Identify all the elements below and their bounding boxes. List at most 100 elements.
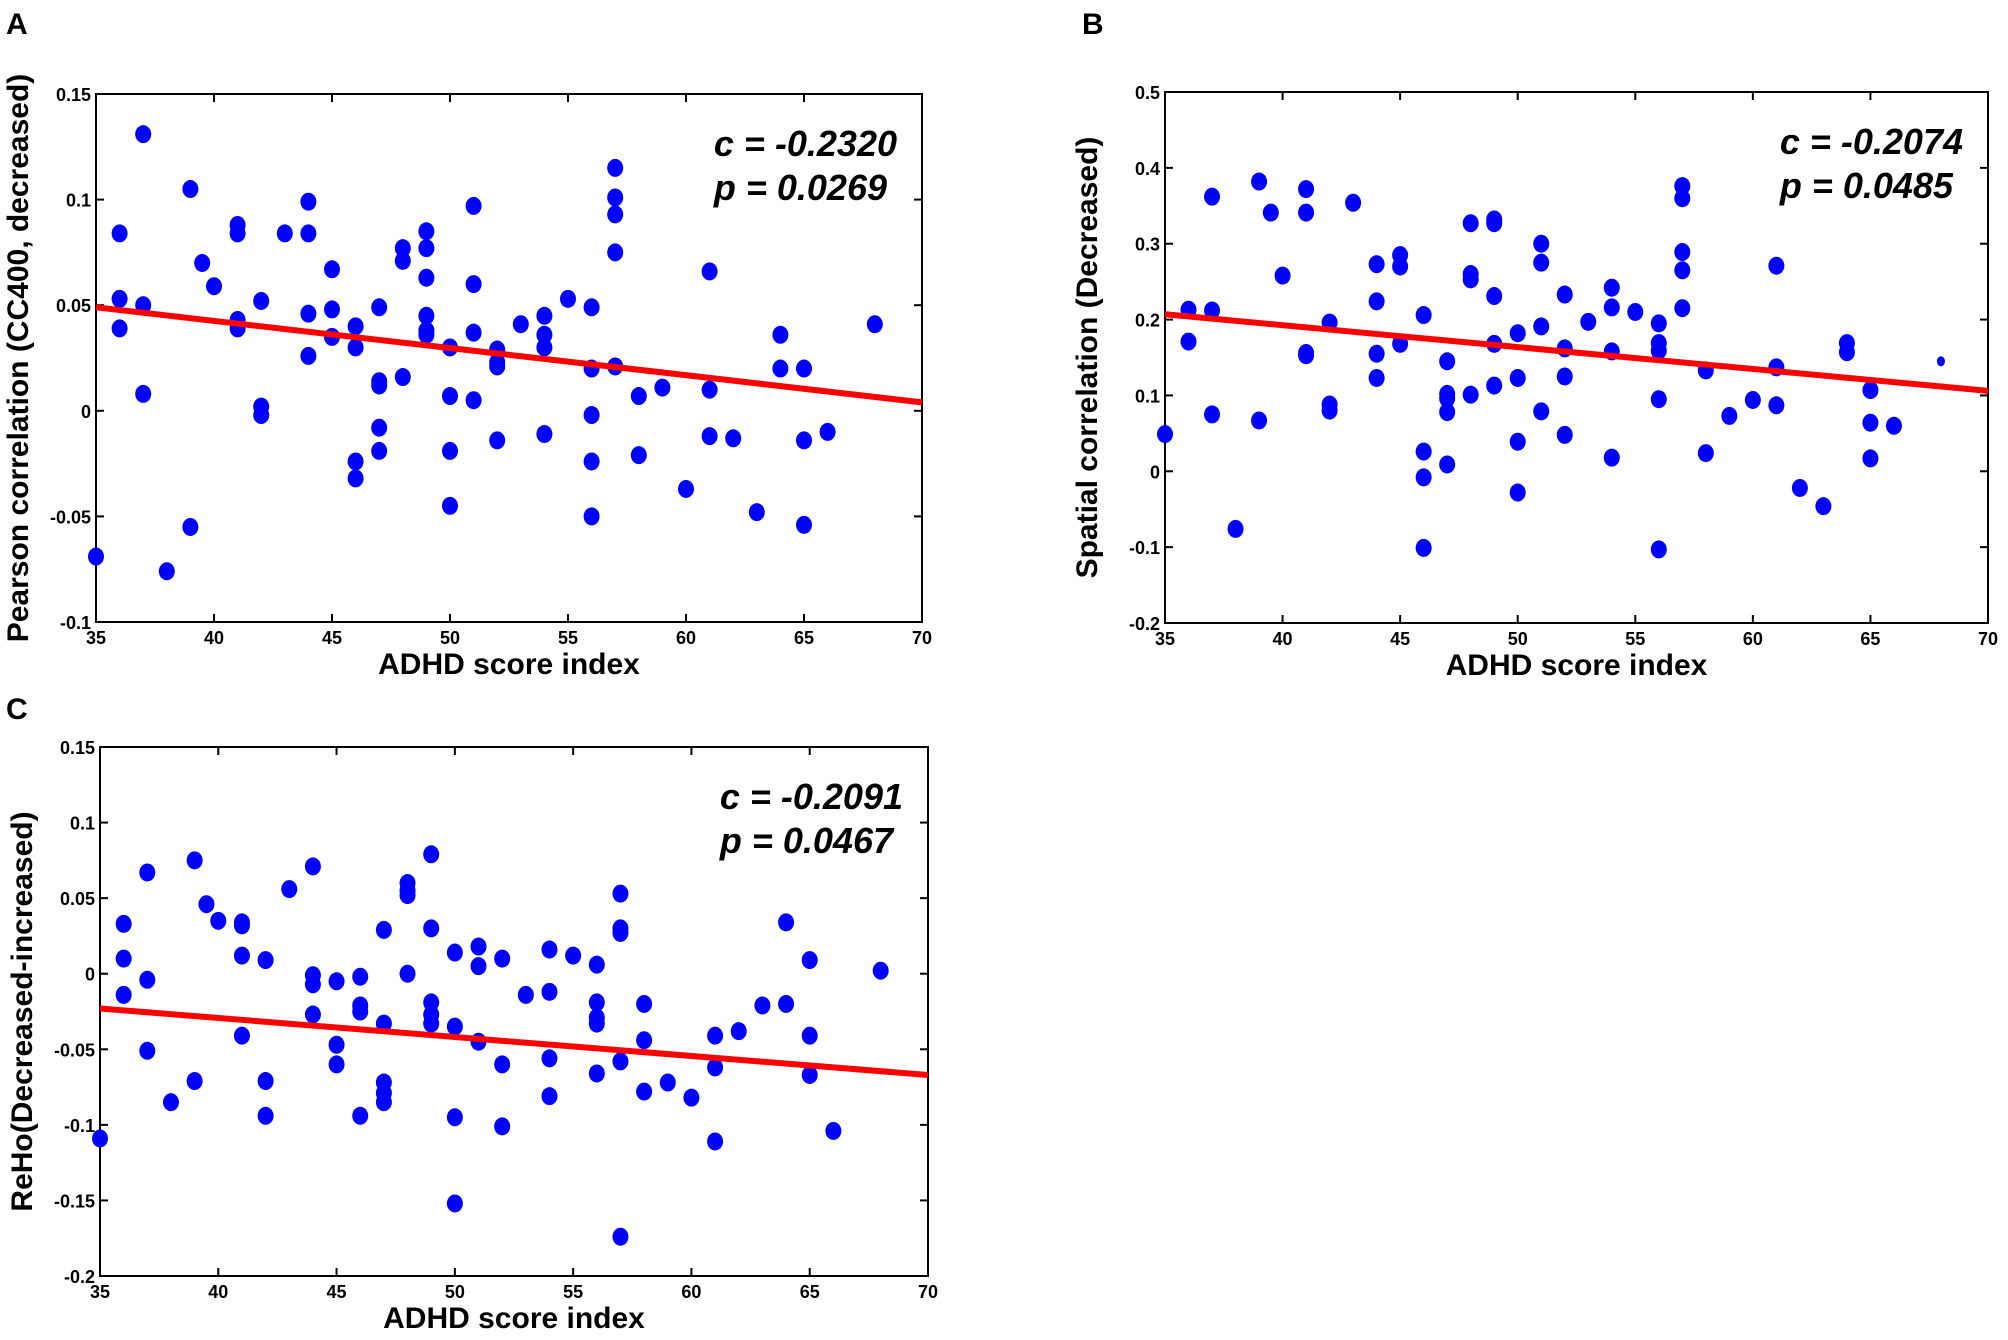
data-point xyxy=(1251,172,1268,191)
data-point xyxy=(612,1227,629,1246)
data-point xyxy=(630,387,647,406)
regression-line xyxy=(1164,311,1989,394)
data-point xyxy=(182,517,199,536)
y-tick-label: -0.1 xyxy=(1129,538,1160,558)
regression-line xyxy=(95,304,923,406)
data-point xyxy=(583,452,600,471)
data-point xyxy=(678,479,694,498)
data-point xyxy=(517,985,534,1004)
x-tick-label: 60 xyxy=(676,628,696,648)
panel-label: A xyxy=(6,8,28,41)
data-point xyxy=(1862,449,1879,468)
data-point xyxy=(1262,203,1279,222)
y-tick-label: 0.2 xyxy=(1135,311,1160,331)
data-point xyxy=(801,1026,818,1045)
data-point xyxy=(1650,390,1667,409)
data-point xyxy=(446,1108,463,1127)
data-point xyxy=(872,961,889,980)
data-point xyxy=(158,562,175,581)
data-point xyxy=(418,325,435,344)
data-point xyxy=(1697,444,1714,463)
data-point xyxy=(1674,299,1691,318)
scatter-panel-c: C 35 40 45 50 55 60 65 70 -0.2 -0.15 -0.1 -0.05 0 0.05… xyxy=(6,693,938,1335)
data-point xyxy=(565,946,582,965)
data-point xyxy=(560,289,576,308)
y-tick-label: 0.15 xyxy=(60,738,95,758)
scatter-panel-a: A 35 40 45 50 55 60 65 70 -0.1 -0.05 0 0.05 0.1 0.15 c … xyxy=(2,8,932,681)
data-point xyxy=(1650,540,1667,559)
data-point xyxy=(1768,396,1785,415)
data-point xyxy=(139,863,156,882)
data-point xyxy=(1603,298,1620,317)
x-tick-label: 55 xyxy=(563,1282,583,1302)
data-point xyxy=(328,972,345,991)
data-point xyxy=(612,884,629,903)
data-point xyxy=(1486,287,1503,306)
data-point xyxy=(1415,468,1432,487)
data-point xyxy=(470,937,487,956)
data-point xyxy=(328,1055,345,1074)
data-point xyxy=(1204,405,1221,424)
x-tick-label: 40 xyxy=(208,1282,228,1302)
data-point xyxy=(347,338,364,357)
data-point xyxy=(536,306,553,325)
data-point xyxy=(470,957,487,976)
data-point xyxy=(257,1106,274,1125)
data-point xyxy=(1298,203,1315,222)
y-tick-label: 0.5 xyxy=(1135,83,1160,103)
data-point xyxy=(1368,368,1385,387)
x-tick-label: 35 xyxy=(1155,629,1175,649)
y-axis-label: Pearson correlation (CC400, decreased) xyxy=(2,74,35,643)
data-point xyxy=(281,880,298,899)
x-tick-label: 35 xyxy=(86,628,106,648)
data-point xyxy=(825,1121,842,1140)
y-axis-label: Spatial correlation (Decreased) xyxy=(1071,137,1104,579)
x-axis-label: ADHD score index xyxy=(383,1302,645,1335)
data-point xyxy=(465,196,482,215)
data-point xyxy=(347,317,364,336)
y-tick-label: -0.05 xyxy=(54,1040,95,1060)
data-point xyxy=(352,1002,369,1021)
data-point xyxy=(494,1117,511,1136)
data-point xyxy=(707,1132,724,1151)
data-point xyxy=(489,357,506,376)
p-value: p = 0.0485 xyxy=(1779,165,1954,206)
panel-label: B xyxy=(1082,8,1104,41)
x-tick-label: 55 xyxy=(1625,629,1645,649)
data-point xyxy=(198,895,215,914)
data-point xyxy=(801,1065,818,1084)
data-point xyxy=(1815,497,1832,516)
data-point xyxy=(796,431,812,450)
data-point xyxy=(206,277,222,296)
data-point xyxy=(1768,256,1785,275)
x-tick-label: 50 xyxy=(440,628,460,648)
data-point xyxy=(536,338,553,357)
data-point xyxy=(371,298,388,317)
data-point xyxy=(375,920,392,939)
data-point xyxy=(115,914,132,933)
x-axis-label: ADHD score index xyxy=(1446,649,1708,682)
data-point xyxy=(446,1194,463,1213)
data-point xyxy=(1533,402,1550,421)
data-point xyxy=(92,1129,108,1148)
data-point xyxy=(194,253,211,272)
data-point xyxy=(607,158,624,177)
data-point xyxy=(257,951,274,970)
data-point xyxy=(1936,356,1945,367)
x-axis-label: ADHD score index xyxy=(378,648,640,681)
y-tick-label: 0 xyxy=(85,965,95,985)
data-point xyxy=(1580,312,1597,331)
y-tick-label: 0.15 xyxy=(56,85,91,105)
x-tick-label: 45 xyxy=(327,1282,347,1302)
data-point xyxy=(135,384,152,403)
y-axis-label: ReHo(Decreased-increased) xyxy=(6,811,39,1211)
data-point xyxy=(612,923,629,942)
data-point xyxy=(778,994,795,1013)
data-point xyxy=(1439,403,1456,422)
data-point xyxy=(253,406,270,425)
data-point xyxy=(636,994,653,1013)
data-point xyxy=(1721,406,1738,425)
data-point xyxy=(1674,261,1691,280)
x-tick-label: 45 xyxy=(1390,629,1410,649)
